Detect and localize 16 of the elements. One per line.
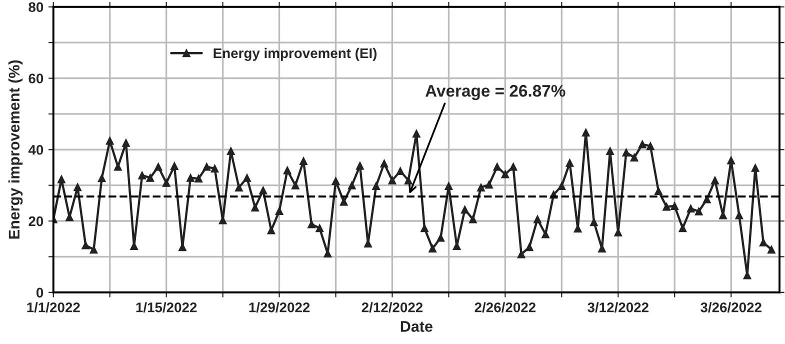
x-tick-label: 3/26/2022	[700, 302, 762, 312]
y-axis-title: Energy improvement (%)	[8, 60, 23, 239]
x-tick-label: 1/15/2022	[136, 302, 197, 312]
y-tick-label: 0	[36, 288, 44, 298]
y-tick-label: 20	[28, 216, 44, 226]
y-tick-label: 80	[28, 2, 44, 12]
x-tick-label: 1/1/2022	[27, 302, 80, 312]
y-tick-label: 60	[28, 74, 44, 84]
x-tick-label: 2/12/2022	[362, 302, 423, 312]
x-tick-label: 2/26/2022	[474, 302, 536, 312]
y-tick-label: 40	[28, 144, 44, 155]
legend-label: Energy improvement (EI)	[214, 48, 377, 61]
x-tick-label: 1/29/2022	[249, 302, 310, 312]
annotation: Average = 26.87%	[425, 84, 566, 100]
x-axis-title: Date	[400, 321, 432, 332]
x-tick-label: 3/12/2022	[588, 302, 648, 312]
